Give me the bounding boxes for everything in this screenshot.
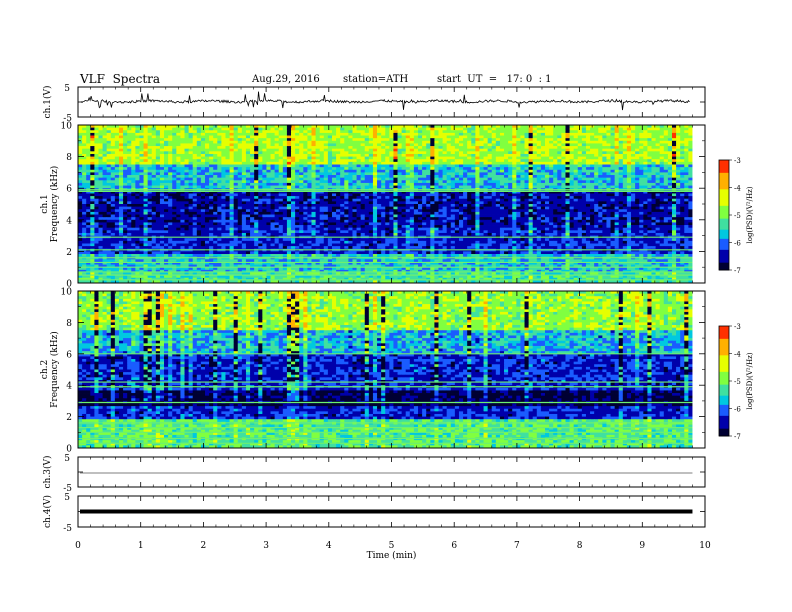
colorbar-tick-label: -7 (734, 267, 741, 275)
colorbar-label: log(PSD)(V²/Hz) (746, 352, 754, 409)
x-tick-label: 4 (326, 541, 332, 551)
y-axis-label: Frequency (kHz) (49, 166, 60, 243)
colorbar-tick-label: -7 (734, 433, 741, 441)
y-tick-label: -5 (63, 114, 72, 124)
x-tick-label: 3 (263, 541, 269, 551)
y-tick-label: 4 (66, 382, 72, 392)
ch2-spectrogram-image (78, 291, 705, 449)
x-tick-label: 7 (514, 541, 520, 551)
x-tick-label: 2 (201, 541, 207, 551)
ch1-colorbar (719, 160, 729, 271)
y-tick-label: 4 (66, 216, 72, 226)
x-axis-label: Time (min) (367, 550, 417, 561)
ch2-colorbar (719, 326, 729, 437)
x-tick-label: 8 (577, 541, 583, 551)
y-tick-label: -5 (63, 484, 72, 494)
colorbar-tick-label: -6 (734, 406, 741, 414)
colorbar-tick-label: -5 (734, 378, 741, 386)
x-tick-label: 9 (639, 541, 645, 551)
y-tick-label: 5 (64, 454, 70, 464)
chart-title: VLF Spectra (80, 72, 161, 86)
colorbar-tick-label: -4 (734, 351, 741, 359)
ch1-waveform-line (80, 91, 690, 111)
y-axis-label: ch.2 (40, 360, 50, 379)
y-tick-label: 10 (61, 288, 73, 298)
x-tick-label: 10 (699, 541, 711, 551)
colorbar-tick-label: -3 (734, 323, 741, 331)
y-axis-label: ch.4(V) (42, 495, 53, 528)
date-label: Aug.29, 2016 (252, 74, 320, 85)
y-axis-label: ch.3(V) (42, 456, 53, 489)
colorbar-tick-label: -5 (734, 212, 741, 220)
colorbar-tick-label: -3 (734, 157, 741, 165)
start-time-label: start UT = 17: 0 : 1 (437, 74, 552, 85)
y-tick-label: 5 (64, 84, 70, 94)
ch1-spectrogram-image (78, 125, 705, 284)
y-tick-label: -5 (63, 524, 72, 534)
colorbar-tick-label: -6 (734, 240, 741, 248)
y-tick-label: 10 (61, 122, 73, 132)
x-tick-label: 5 (389, 541, 395, 551)
y-tick-label: 5 (64, 493, 70, 503)
colorbar-tick-label: -4 (734, 185, 741, 193)
x-tick-label: 6 (451, 541, 457, 551)
y-tick-label: 0 (66, 445, 72, 455)
y-tick-label: 2 (66, 413, 72, 423)
y-tick-label: 6 (66, 185, 72, 195)
y-tick-label: 8 (66, 319, 72, 329)
x-tick-label: 1 (138, 541, 144, 551)
y-tick-label: 8 (66, 153, 72, 163)
y-tick-label: 0 (66, 280, 72, 290)
colorbar-label: log(PSD)(V²/Hz) (746, 186, 754, 243)
station-label: station=ATH (343, 74, 409, 85)
y-tick-label: 6 (66, 350, 72, 360)
y-axis-label: ch.1(V) (42, 86, 53, 119)
y-tick-label: 2 (66, 248, 72, 258)
y-axis-label: ch.1 (40, 194, 50, 213)
x-tick-label: 0 (75, 541, 81, 551)
y-axis-label: Frequency (kHz) (49, 331, 60, 408)
